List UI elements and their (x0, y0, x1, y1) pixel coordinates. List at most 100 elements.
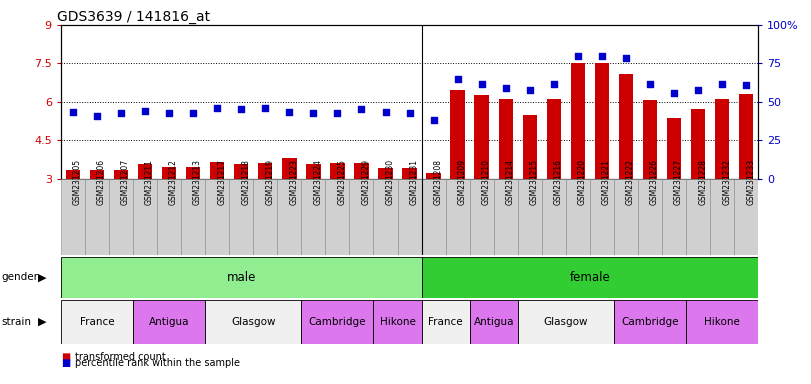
Bar (734, 179, 758, 255)
Bar (686, 179, 710, 255)
Text: GSM231229: GSM231229 (362, 159, 371, 205)
Point (523, 87, 536, 93)
Bar (542, 179, 566, 255)
Bar (422, 179, 445, 255)
Text: Cambridge: Cambridge (621, 316, 679, 327)
Bar (619, 74, 633, 179)
Point (427, 117, 440, 123)
Bar (422, 300, 470, 344)
Point (572, 53, 585, 59)
Text: male: male (226, 271, 256, 284)
Text: GSM231211: GSM231211 (145, 159, 154, 205)
Bar (277, 179, 302, 255)
Text: Antigua: Antigua (474, 316, 514, 327)
Text: GSM231227: GSM231227 (674, 159, 683, 205)
Bar (306, 164, 320, 179)
Text: GSM231210: GSM231210 (482, 159, 491, 205)
Point (234, 106, 247, 113)
Point (283, 109, 296, 115)
Text: GSM231220: GSM231220 (578, 159, 587, 205)
Bar (205, 179, 230, 255)
Bar (517, 300, 614, 344)
Text: GSM231215: GSM231215 (530, 159, 539, 205)
Text: GSM231214: GSM231214 (506, 159, 515, 205)
Bar (445, 179, 470, 255)
Text: GSM231231: GSM231231 (410, 159, 418, 205)
Bar (210, 162, 225, 179)
Point (475, 81, 488, 87)
Point (67, 109, 79, 115)
Bar (157, 179, 181, 255)
Bar (258, 163, 272, 179)
Point (162, 110, 175, 116)
Text: GSM231213: GSM231213 (193, 159, 202, 205)
Text: GSM231221: GSM231221 (602, 159, 611, 205)
Bar (61, 257, 422, 298)
Point (187, 110, 200, 116)
Text: GSM231206: GSM231206 (97, 159, 106, 205)
Bar (302, 300, 374, 344)
Bar (230, 179, 253, 255)
Point (692, 87, 705, 93)
Bar (397, 179, 422, 255)
Text: ▶: ▶ (38, 272, 46, 283)
Text: percentile rank within the sample: percentile rank within the sample (75, 358, 240, 368)
Bar (638, 179, 662, 255)
Bar (522, 114, 537, 179)
Text: GSM231225: GSM231225 (337, 159, 346, 205)
Bar (614, 300, 686, 344)
Point (716, 81, 729, 87)
Text: GSM231232: GSM231232 (723, 159, 732, 205)
Bar (90, 170, 104, 179)
Bar (330, 163, 345, 179)
Text: GSM231208: GSM231208 (434, 159, 443, 205)
Text: GDS3639 / 141816_at: GDS3639 / 141816_at (58, 10, 211, 24)
Bar (547, 99, 561, 179)
Text: GSM231223: GSM231223 (290, 159, 298, 205)
Bar (354, 163, 369, 179)
Bar (181, 179, 205, 255)
Text: GSM231226: GSM231226 (650, 159, 659, 205)
Text: GSM231217: GSM231217 (217, 159, 226, 205)
Point (644, 81, 657, 87)
Point (547, 81, 560, 87)
Point (595, 53, 608, 59)
Bar (566, 179, 590, 255)
Point (620, 55, 633, 61)
Text: ■: ■ (61, 358, 70, 368)
Bar (427, 174, 441, 179)
Text: GSM231230: GSM231230 (385, 159, 394, 205)
Bar (474, 95, 489, 179)
Bar (114, 170, 128, 179)
Bar (61, 179, 85, 255)
Point (667, 90, 680, 96)
Point (379, 109, 392, 115)
Bar (85, 179, 109, 255)
Bar (133, 300, 205, 344)
Bar (715, 99, 729, 179)
Text: Hikone: Hikone (380, 316, 415, 327)
Bar (138, 164, 152, 179)
Point (740, 82, 753, 88)
Bar (325, 179, 350, 255)
Text: GSM231224: GSM231224 (313, 159, 322, 205)
Bar (374, 300, 422, 344)
Bar (494, 179, 517, 255)
Text: ■: ■ (61, 352, 70, 362)
Bar (253, 179, 277, 255)
Point (331, 110, 344, 116)
Bar (667, 118, 681, 179)
Bar (205, 300, 302, 344)
Point (114, 110, 127, 116)
Bar (66, 170, 80, 179)
Point (500, 84, 513, 91)
Point (307, 110, 320, 116)
Text: GSM231218: GSM231218 (241, 159, 251, 205)
Bar (282, 158, 297, 179)
Point (403, 110, 416, 116)
Point (211, 105, 224, 111)
Text: Glasgow: Glasgow (543, 316, 588, 327)
Text: Hikone: Hikone (704, 316, 740, 327)
Text: GSM231205: GSM231205 (73, 159, 82, 205)
Bar (470, 179, 494, 255)
